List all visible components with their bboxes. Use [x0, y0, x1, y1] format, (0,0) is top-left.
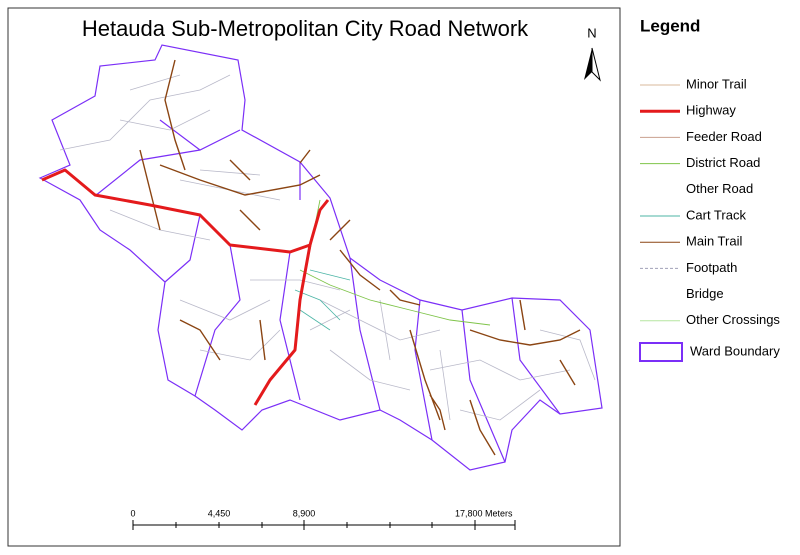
map-frame: [7, 7, 621, 547]
north-arrow-right: [591, 47, 601, 82]
map-title: Hetauda Sub-Metropolitan City Road Netwo…: [82, 16, 529, 41]
highway: [41, 168, 330, 406]
north-arrow: N: [584, 25, 601, 82]
north-arrow-left: [584, 48, 592, 80]
scale-label: 4,450: [208, 508, 231, 518]
legend-label: Ward Boundary: [690, 343, 780, 358]
scale-label: 17,800 Meters: [455, 508, 513, 518]
main-trail: [139, 59, 581, 456]
legend-label: Bridge: [686, 286, 724, 301]
legend-label: Main Trail: [686, 234, 742, 249]
legend-title: Legend: [640, 16, 700, 35]
legend-label: District Road: [686, 155, 760, 170]
legend-label: Other Crossings: [686, 312, 780, 327]
scale-label: 0: [130, 508, 135, 518]
legend: Minor Trail Highway Feeder Road District Ro…: [639, 76, 780, 362]
legend-swatch: [639, 342, 683, 362]
scale-label: 8,900: [293, 508, 316, 518]
legend-label: Cart Track: [686, 207, 746, 222]
cart-track: [294, 269, 351, 331]
district-road: [299, 199, 491, 326]
ward-line: [94, 119, 561, 463]
legend-label: Feeder Road: [686, 129, 762, 144]
north-label: N: [587, 25, 596, 40]
map-layers: [38, 44, 603, 471]
scale-ticks: [132, 520, 516, 530]
legend-label: Highway: [686, 103, 736, 118]
legend-label: Other Road: [686, 181, 753, 196]
legend-label: Footpath: [686, 260, 737, 275]
road-network: [59, 74, 596, 421]
legend-label: Minor Trail: [686, 76, 747, 91]
scale-bar: 0 4,450 8,900 17,800 Meters: [130, 508, 516, 530]
